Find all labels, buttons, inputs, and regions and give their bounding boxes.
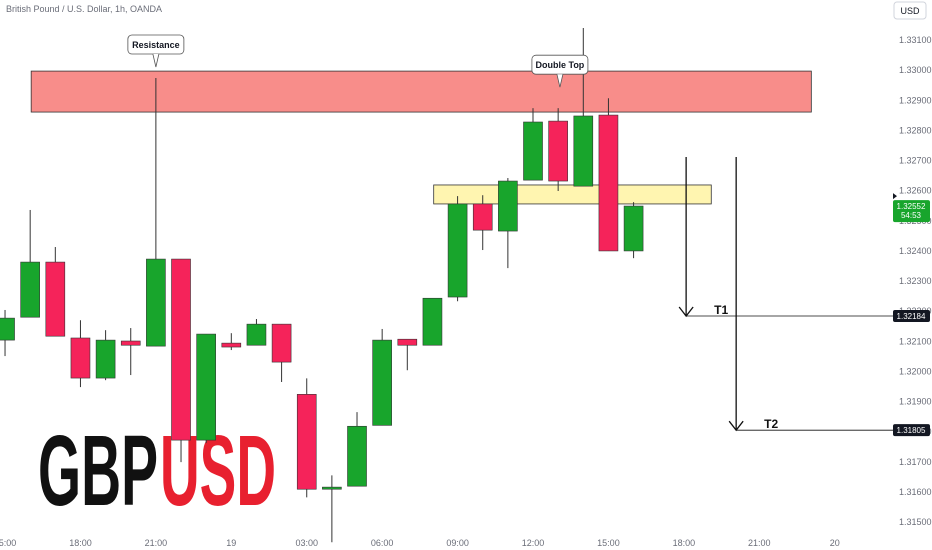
candle-body — [548, 120, 568, 182]
zone — [433, 184, 712, 205]
x-tick-label: 18:00 — [673, 538, 696, 548]
y-tick-label: 1.32300 — [899, 276, 932, 286]
y-tick-label: 1.32700 — [899, 156, 932, 166]
price-tag-label: 1.32184 — [897, 312, 926, 321]
currency[interactable]: USD — [900, 6, 920, 16]
x-tick-label: 19 — [226, 538, 236, 548]
x-tick-label: 18:00 — [69, 538, 92, 548]
y-tick-label: 1.31500 — [899, 517, 932, 527]
candle-body — [95, 339, 116, 379]
candle-body — [221, 342, 242, 348]
x-tick-label: 09:00 — [446, 538, 469, 548]
x-tick-label: 12:00 — [522, 538, 545, 548]
candle-body — [322, 486, 342, 490]
candle-body — [246, 323, 267, 346]
y-tick-label: 1.32900 — [899, 95, 932, 105]
zone — [30, 70, 812, 113]
x-tick-label: 03:00 — [295, 538, 318, 548]
y-tick-label: 1.32000 — [899, 366, 932, 376]
candle-body — [472, 203, 493, 231]
target-name: T2 — [764, 417, 778, 431]
x-tick-label: 21:00 — [145, 538, 168, 548]
price-tag — [893, 310, 930, 323]
x-tick-label: 20 — [830, 538, 840, 548]
candle-body — [523, 121, 543, 181]
candle-body — [296, 394, 317, 490]
candle-body — [196, 333, 216, 441]
candle-body — [70, 337, 91, 379]
callout-label: Double Top — [535, 60, 584, 70]
candle-body — [372, 339, 392, 426]
candle-body — [573, 115, 594, 187]
last-price-marker — [893, 193, 897, 200]
callout-label: Resistance — [132, 40, 180, 50]
callout-pointer — [152, 53, 160, 68]
price-tag — [893, 424, 930, 437]
y-tick-label: 1.31600 — [899, 487, 932, 497]
chart-title: British Pound / U.S. Dollar, 1h, OANDA — [6, 4, 162, 14]
candle-body — [623, 205, 644, 252]
candle-body — [0, 317, 15, 341]
candle-body — [422, 297, 443, 346]
target-name: T1 — [714, 303, 728, 317]
x-tick-label: 15:00 — [597, 538, 620, 548]
callout-pointer — [556, 74, 564, 88]
x-tick-label: 21:00 — [748, 538, 771, 548]
watermark: GBP — [38, 415, 158, 527]
candle-body — [397, 338, 418, 346]
y-tick-label: 1.32100 — [899, 336, 932, 346]
last-price-tag — [893, 200, 930, 223]
candle-body — [271, 323, 292, 363]
y-tick-label: 1.33000 — [899, 65, 932, 75]
currency-box[interactable] — [893, 1, 927, 20]
candle-body — [146, 258, 166, 347]
candle-body — [498, 180, 518, 232]
countdown: 54:53 — [901, 211, 922, 220]
arrow-head — [678, 306, 694, 318]
candle-body — [171, 258, 191, 441]
last-price-label: 1.32552 — [897, 202, 926, 211]
y-tick-label: 1.32400 — [899, 246, 932, 256]
y-tick-label: 1.32800 — [899, 125, 932, 135]
x-tick-label: 15:00 — [0, 538, 16, 548]
candle-body — [120, 340, 141, 346]
price-tag-label: 1.31805 — [897, 426, 926, 435]
candle-body — [20, 261, 40, 318]
arrow-head — [728, 420, 744, 432]
candle-body — [447, 203, 468, 298]
candle-body — [45, 261, 66, 337]
y-tick-label: 1.31700 — [899, 457, 932, 467]
y-tick-label: 1.31900 — [899, 397, 932, 407]
y-tick-label: 1.32600 — [899, 186, 932, 196]
candle-body — [598, 114, 619, 252]
x-tick-label: 06:00 — [371, 538, 394, 548]
candle-body — [347, 425, 367, 487]
y-tick-label: 1.33100 — [899, 35, 932, 45]
